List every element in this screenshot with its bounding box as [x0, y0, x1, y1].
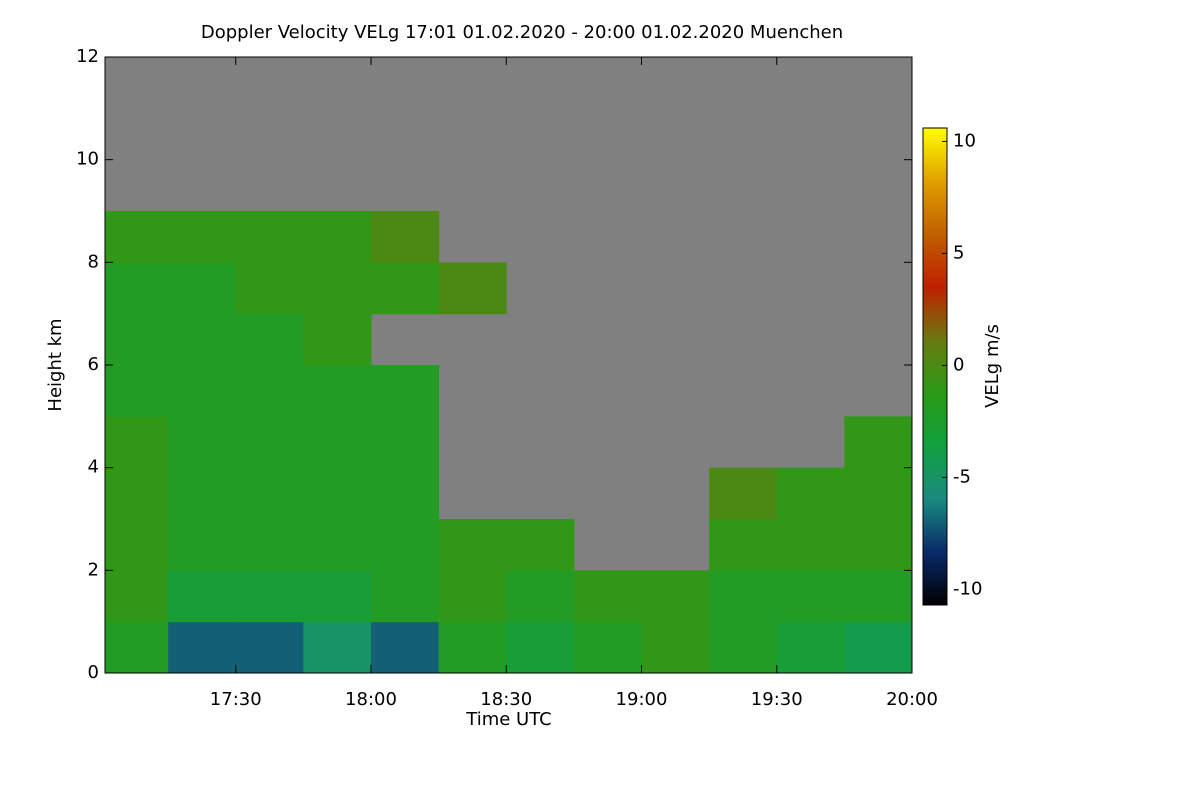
colorbar-label: VELg m/s: [982, 324, 1003, 408]
heatmap-cell: [844, 416, 913, 469]
y-tick-label: 0: [88, 662, 99, 683]
x-tick-label: 19:30: [751, 689, 803, 710]
heatmap-cell: [370, 621, 440, 674]
heatmap-cell: [303, 467, 372, 520]
heatmap-cell: [776, 519, 845, 571]
heatmap-cell: [438, 262, 507, 315]
heatmap-cell: [235, 211, 304, 263]
heatmap-cell: [438, 570, 507, 623]
heatmap-cell: [235, 365, 304, 417]
heatmap-cell: [235, 467, 304, 520]
y-axis-label: Height km: [45, 318, 66, 411]
y-tick-label: 12: [76, 46, 99, 67]
colorbar-tick-label: 10: [953, 130, 976, 151]
heatmap-cell: [641, 570, 710, 623]
heatmap-cell: [573, 570, 642, 623]
heatmap-cell: [105, 467, 169, 520]
heatmap-cell: [168, 416, 237, 469]
heatmap-cell: [776, 621, 845, 674]
heatmap-cell: [168, 365, 237, 417]
heatmap-cell: [370, 262, 440, 315]
heatmap-cell: [235, 416, 304, 469]
heatmap-cell: [370, 365, 440, 417]
heatmap-cell: [438, 519, 507, 571]
heatmap-cell: [105, 211, 169, 263]
heatmap-cell: [844, 621, 913, 674]
heatmap-cell: [844, 519, 913, 571]
heatmap-cell: [168, 313, 237, 366]
heatmap-cell: [168, 467, 237, 520]
heatmap-cell: [303, 621, 372, 674]
heatmap-cell: [776, 570, 845, 623]
heatmap-cell: [105, 365, 169, 417]
y-tick-label: 6: [88, 354, 99, 375]
x-tick-label: 18:00: [345, 689, 397, 710]
heatmap-cell: [303, 313, 372, 366]
heatmap-cell: [105, 262, 169, 315]
y-tick-label: 10: [76, 149, 99, 170]
colorbar-tick-label: 0: [953, 354, 964, 375]
heatmap-cell: [168, 621, 237, 674]
heatmap-cell: [235, 519, 304, 571]
heatmap-cell: [709, 621, 778, 674]
heatmap-cell: [303, 365, 372, 417]
y-tick-label: 2: [88, 559, 99, 580]
colorbar-tick-label: -10: [953, 578, 982, 599]
heatmap-cell: [168, 262, 237, 315]
heatmap-cell: [709, 519, 778, 571]
heatmap-cell: [235, 262, 304, 315]
x-axis-label: Time UTC: [465, 709, 551, 730]
colorbar-tick-label: -5: [953, 466, 971, 487]
heatmap-cell: [105, 570, 169, 623]
heatmap-cell: [709, 570, 778, 623]
heatmap-cell: [438, 621, 507, 674]
heatmap-cell: [303, 262, 372, 315]
heatmap-cell: [235, 621, 304, 674]
chart-title: Doppler Velocity VELg 17:01 01.02.2020 -…: [201, 22, 843, 43]
y-tick-label: 4: [88, 457, 99, 478]
heatmap-cell: [105, 313, 169, 366]
heatmap-cell: [303, 416, 372, 469]
heatmap-cell: [370, 519, 440, 571]
x-tick-label: 18:30: [480, 689, 532, 710]
heatmap-cell: [370, 467, 440, 520]
heatmap-cell: [573, 621, 642, 674]
heatmap-cell: [105, 519, 169, 571]
heatmap-cell: [844, 570, 913, 623]
heatmap-cell: [105, 621, 169, 674]
heatmap-cell: [303, 519, 372, 571]
heatmap-cell: [844, 467, 913, 520]
heatmap-cell: [776, 467, 845, 520]
heatmap-cell: [506, 519, 575, 571]
heatmap-cell: [303, 211, 372, 263]
heatmap-cell: [370, 211, 440, 263]
heatmap-cell: [370, 570, 440, 623]
heatmap-cell: [303, 570, 372, 623]
heatmap-cell: [235, 313, 304, 366]
heatmap-cell: [168, 570, 237, 623]
heatmap-cell: [235, 570, 304, 623]
heatmap-cell: [168, 211, 237, 263]
heatmap-cell: [709, 467, 778, 520]
x-tick-label: 19:00: [616, 689, 668, 710]
x-tick-label: 17:30: [210, 689, 262, 710]
y-tick-label: 8: [88, 251, 99, 272]
colorbar: [922, 127, 948, 606]
heatmap-cell: [105, 416, 169, 469]
heatmap-cell: [506, 621, 575, 674]
colorbar-tick-label: 5: [953, 242, 964, 263]
x-tick-label: 20:00: [886, 689, 938, 710]
heatmap-cell: [370, 416, 440, 469]
heatmap-cell: [168, 519, 237, 571]
heatmap-cell: [641, 621, 710, 674]
heatmap-cell: [506, 570, 575, 623]
